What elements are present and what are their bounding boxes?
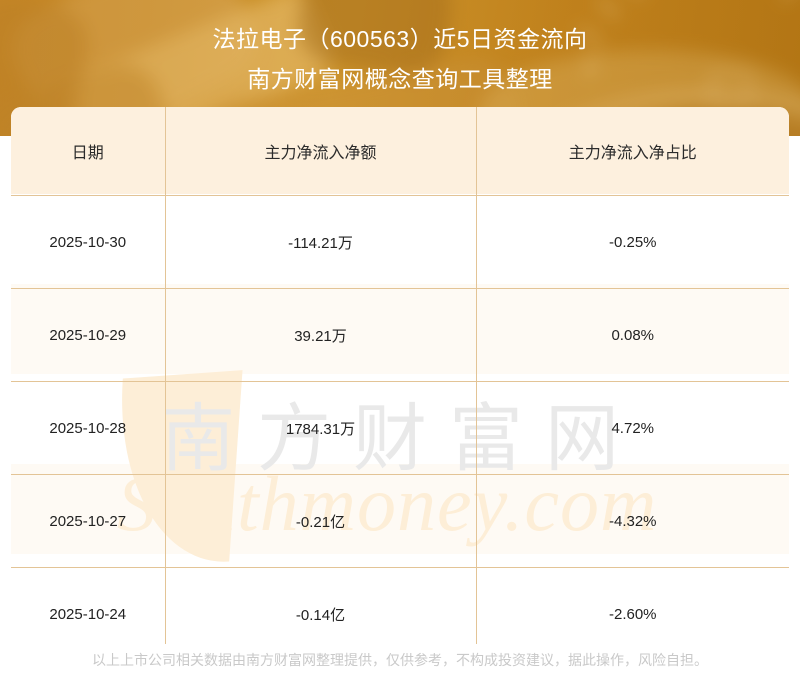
cell-date: 2025-10-28	[11, 381, 166, 475]
table-body: 2025-10-30 -114.21万 -0.25% 2025-10-29 39…	[11, 195, 789, 644]
fund-flow-table-container: 南方财富网 Southmoney.com 日期 主力净流入净额 主力净流入净占比…	[11, 107, 789, 644]
table-header: 日期 主力净流入净额 主力净流入净占比	[11, 107, 789, 196]
cell-net-amount: 39.21万	[165, 288, 477, 382]
cell-net-ratio: -4.32%	[476, 474, 789, 568]
banner-title-group: 法拉电子（600563）近5日资金流向 南方财富网概念查询工具整理	[0, 0, 800, 96]
cell-net-amount: -114.21万	[165, 195, 477, 289]
cell-date: 2025-10-29	[11, 288, 166, 382]
cell-net-amount: 1784.31万	[165, 381, 477, 475]
fund-flow-table: 日期 主力净流入净额 主力净流入净占比 2025-10-30 -114.21万 …	[11, 107, 789, 644]
header-row: 日期 主力净流入净额 主力净流入净占比	[11, 107, 789, 196]
fuel-gauge-icon: F	[500, 0, 800, 136]
column-header-net-ratio: 主力净流入净占比	[476, 107, 789, 196]
table-row: 2025-10-27 -0.21亿 -4.32%	[11, 474, 789, 568]
column-header-date: 日期	[11, 107, 166, 196]
page-subtitle: 南方财富网概念查询工具整理	[247, 66, 553, 92]
cell-net-amount: -0.14亿	[165, 567, 477, 644]
page-title: 法拉电子（600563）近5日资金流向	[212, 26, 588, 52]
disclaimer-text: 以上上市公司相关数据由南方财富网整理提供，仅供参考，不构成投资建议，据此操作，风…	[92, 652, 708, 668]
column-header-net-amount: 主力净流入净额	[165, 107, 477, 196]
cell-date: 2025-10-27	[11, 474, 166, 568]
cell-net-ratio: 0.08%	[476, 288, 789, 382]
table-row: 2025-10-24 -0.14亿 -2.60%	[11, 567, 789, 644]
cell-date: 2025-10-24	[11, 567, 166, 644]
cell-net-amount: -0.21亿	[165, 474, 477, 568]
gauge-letter-f: F	[584, 50, 601, 84]
cell-date: 2025-10-30	[11, 195, 166, 289]
cell-net-ratio: -2.60%	[476, 567, 789, 644]
table-row: 2025-10-28 1784.31万 4.72%	[11, 381, 789, 475]
table-row: 2025-10-29 39.21万 0.08%	[11, 288, 789, 382]
cell-net-ratio: -0.25%	[476, 195, 789, 289]
cell-net-ratio: 4.72%	[476, 381, 789, 475]
table-row: 2025-10-30 -114.21万 -0.25%	[11, 195, 789, 289]
